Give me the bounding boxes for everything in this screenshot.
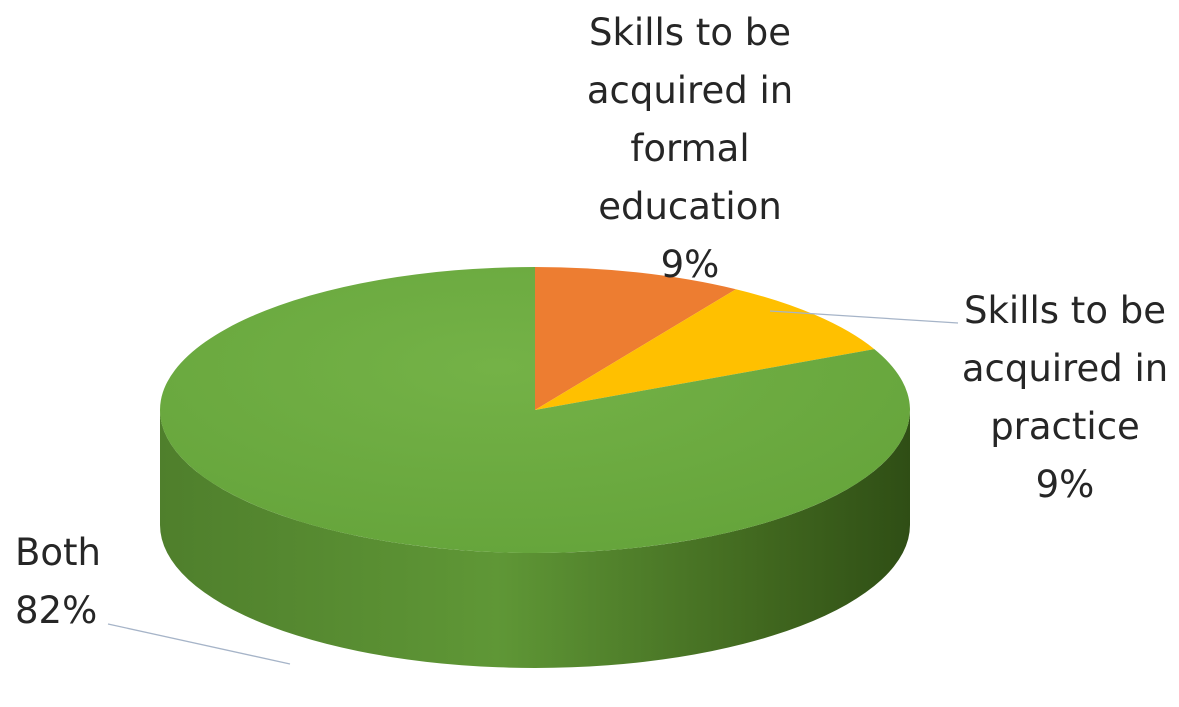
data-label-2: Skills to be acquired in practice 9% bbox=[962, 289, 1168, 506]
data-label-1-line-2: acquired in bbox=[587, 69, 793, 112]
leader-line-3 bbox=[107, 623, 291, 665]
data-label-2-line-4: 9% bbox=[1036, 463, 1095, 506]
data-labels: Skills to be acquired in formal education 9%… bbox=[15, 11, 1168, 632]
data-label-3: Both 82% bbox=[15, 531, 101, 632]
pie-slice-3 bbox=[159, 267, 910, 553]
data-label-3-line-1: Both bbox=[15, 531, 101, 574]
data-label-1-line-3: formal bbox=[630, 127, 749, 170]
pie-side-wall bbox=[160, 410, 910, 668]
data-label-1: Skills to be acquired in formal education 9% bbox=[587, 11, 793, 286]
data-label-1-line-4: education bbox=[598, 185, 782, 228]
data-label-2-line-2: acquired in bbox=[962, 347, 1168, 390]
data-label-2-line-1: Skills to be bbox=[964, 289, 1166, 332]
data-label-2-line-3: practice bbox=[990, 405, 1140, 448]
pie-slice-2 bbox=[535, 289, 875, 410]
data-label-1-line-1: Skills to be bbox=[589, 11, 791, 54]
leader-lines bbox=[107, 310, 959, 665]
leader-line-2 bbox=[769, 310, 959, 324]
pie-slice-1 bbox=[535, 267, 736, 410]
pie-top-layer bbox=[159, 267, 910, 553]
pie-side-layer bbox=[160, 410, 910, 668]
data-label-3-line-2: 82% bbox=[15, 589, 97, 632]
data-label-1-line-5: 9% bbox=[661, 243, 720, 286]
